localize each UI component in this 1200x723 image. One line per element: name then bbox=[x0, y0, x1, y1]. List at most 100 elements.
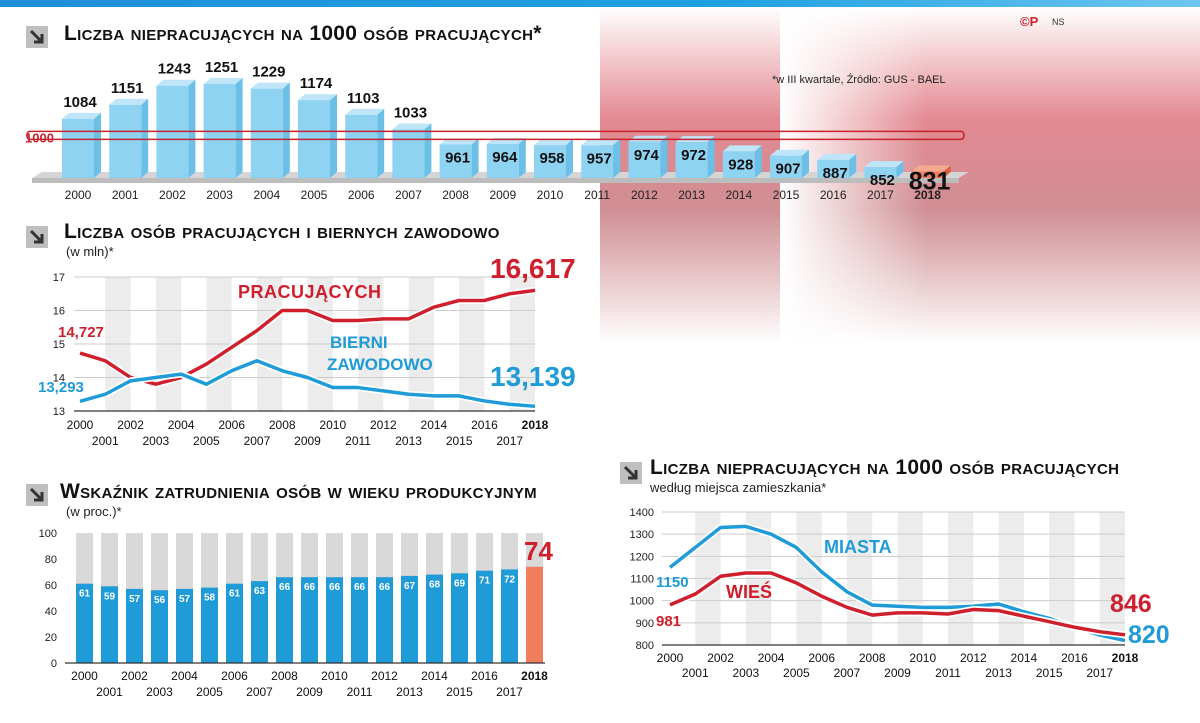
chart1-bar bbox=[817, 159, 850, 178]
chart4-series-line bbox=[669, 571, 1126, 637]
chart1-tick-label: 2016 bbox=[820, 188, 847, 202]
chart4-series-end-label: 820 bbox=[1128, 621, 1170, 649]
chart4-ytick-label: 1200 bbox=[630, 551, 654, 563]
chart2-ytick-label: 16 bbox=[53, 306, 65, 318]
chart4-tick-label: 2012 bbox=[960, 651, 987, 665]
chart3-tick-label: 2004 bbox=[171, 669, 198, 683]
chart4-tick-label: 2013 bbox=[985, 666, 1012, 680]
chart2-tick-label: 2016 bbox=[471, 418, 498, 432]
chart3-tick-label: 2009 bbox=[296, 685, 323, 699]
chart4-series-name: MIASTA bbox=[824, 537, 892, 557]
chart4-tick-label: 2011 bbox=[935, 666, 961, 680]
chart3-ytick-label: 20 bbox=[45, 632, 57, 644]
chart1-title: Liczba niepracujących na 1000 osób pracu… bbox=[64, 22, 542, 45]
chart2-tick-label: 2017 bbox=[496, 434, 523, 448]
chart1-data-label: 961 bbox=[445, 149, 470, 166]
chart2-tick-label: 2009 bbox=[294, 434, 321, 448]
chart3-tick-label: 2008 bbox=[271, 669, 298, 683]
chart3-tick-label: 2010 bbox=[321, 669, 348, 683]
chart3-data-label: 61 bbox=[79, 589, 91, 600]
chart1-bar bbox=[109, 104, 142, 178]
chart1-bar bbox=[770, 155, 802, 178]
chart3-tick-label: 2018 bbox=[521, 669, 548, 683]
chart3-data-label: 66 bbox=[329, 582, 341, 593]
chart2-series-name: BIERNI bbox=[330, 333, 388, 352]
chart1-data-label: 907 bbox=[775, 161, 800, 178]
chart4-tick-label: 2018 bbox=[1112, 651, 1139, 665]
chart4-tick-label: 2005 bbox=[783, 666, 810, 680]
chart1-bar-top bbox=[911, 165, 951, 172]
chart4-tick-label: 2010 bbox=[909, 651, 936, 665]
chart2-tick-label: 2004 bbox=[168, 418, 195, 432]
chart3-data-label: 56 bbox=[154, 595, 166, 606]
chart3-tick-label: 2011 bbox=[347, 685, 373, 699]
chart3-bar bbox=[251, 581, 268, 663]
chart3-title: Wskaźnik zatrudnienia osób w wieku produ… bbox=[60, 480, 537, 503]
chart3-ytick-label: 100 bbox=[39, 528, 57, 540]
chart1-bar-side bbox=[566, 139, 573, 178]
chart1-data-label: 1033 bbox=[394, 104, 427, 121]
chart4-tick-label: 2017 bbox=[1086, 666, 1113, 680]
top-accent-bar bbox=[0, 0, 1200, 7]
chart4-tick-label: 2002 bbox=[707, 651, 734, 665]
chart2-tick-label: 2006 bbox=[218, 418, 245, 432]
chart1-data-label: 887 bbox=[823, 165, 848, 182]
chart3-bar bbox=[151, 590, 168, 663]
chart1-data-label: 1103 bbox=[347, 90, 380, 107]
chart1-bar bbox=[62, 118, 94, 178]
chart2-ytick-label: 14 bbox=[53, 373, 65, 385]
chart4-tick-label: 2008 bbox=[859, 651, 886, 665]
chart3-data-label: 57 bbox=[129, 594, 141, 605]
chart1-tick-label: 2005 bbox=[301, 188, 328, 202]
chart4-tick-label: 2000 bbox=[657, 651, 684, 665]
chart2-series-line bbox=[79, 359, 536, 409]
chart1-bar bbox=[722, 151, 755, 178]
chart3-data-label: 72 bbox=[504, 574, 516, 585]
copyright-mark: ©P bbox=[1020, 14, 1039, 29]
chart1-data-label: 1151 bbox=[111, 80, 144, 97]
chart4-ytick-label: 900 bbox=[636, 618, 654, 630]
chart3-bar bbox=[376, 577, 393, 663]
chart1-bar bbox=[581, 145, 614, 178]
chart3-data-label: 61 bbox=[229, 589, 241, 600]
chart1-data-label: 958 bbox=[539, 150, 564, 167]
chart1-bar-side bbox=[660, 135, 668, 178]
chart1-data-label: 964 bbox=[492, 149, 518, 166]
chart2-tick-label: 2003 bbox=[142, 434, 169, 448]
chart4-tick-label: 2016 bbox=[1061, 651, 1088, 665]
chart1-bar-top bbox=[722, 145, 762, 152]
chart2-tick-label: 2015 bbox=[446, 434, 473, 448]
chart1-tick-label: 2008 bbox=[442, 188, 469, 202]
chart1-tick-label: 2000 bbox=[65, 188, 92, 202]
chart3-data-label: 66 bbox=[304, 582, 316, 593]
chart3-tick-label: 2007 bbox=[246, 685, 273, 699]
chart1-bar-top bbox=[581, 139, 621, 146]
chart1-tick-label: 2018 bbox=[914, 188, 941, 202]
chart2-series-start-label: 13,293 bbox=[38, 379, 84, 396]
chart3-bar bbox=[276, 577, 293, 663]
chart1-bar-side bbox=[849, 153, 857, 178]
chart3-ytick-label: 80 bbox=[45, 554, 57, 566]
chart1-data-label: 1251 bbox=[205, 59, 238, 76]
chart4-title: Liczba niepracujących na 1000 osób pracu… bbox=[650, 456, 1120, 479]
chart2-tick-label: 2008 bbox=[269, 418, 296, 432]
chart2-ytick-label: 13 bbox=[53, 406, 65, 418]
chart1-bar-top bbox=[203, 78, 243, 85]
chart1-bar-side bbox=[613, 139, 621, 178]
chart4-series-name: WIEŚ bbox=[726, 581, 772, 602]
chart3-bar bbox=[351, 577, 368, 663]
chart3-data-label: 71 bbox=[479, 576, 491, 587]
chart1-data-label: 957 bbox=[587, 150, 612, 167]
chart3-ytick-label: 60 bbox=[45, 580, 57, 592]
chart1-bar-top bbox=[817, 153, 857, 160]
chart3-tick-label: 2005 bbox=[196, 685, 223, 699]
chart3-data-label: 57 bbox=[179, 594, 191, 605]
chart3-data-label: 67 bbox=[404, 581, 416, 592]
chart3-bar bbox=[301, 577, 318, 663]
chart1-bar-side bbox=[377, 108, 385, 178]
chart1-data-label: 1229 bbox=[252, 64, 285, 81]
arrow-down-right-icon bbox=[26, 484, 48, 506]
chart1-data-label: 974 bbox=[634, 147, 660, 164]
chart1-bar-top bbox=[534, 139, 573, 146]
